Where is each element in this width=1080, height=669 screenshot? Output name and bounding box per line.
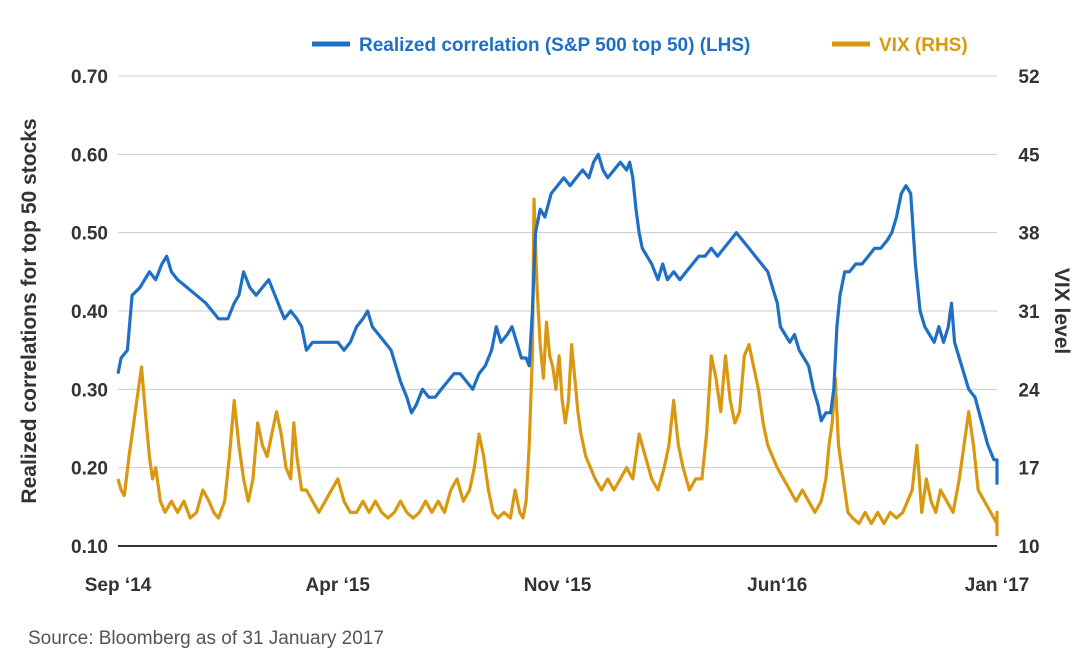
y-tick-right: 38 [1018,224,1039,245]
y-tick-right: 10 [1018,537,1039,558]
legend-label: Realized correlation (S&P 500 top 50) (L… [359,35,750,56]
y-axis-title-left: Realized correlations for top 50 stocks [18,118,41,503]
axes: 0.10 0.20 0.30 0.40 0.50 0.60 0.70 10 17 24 31 38 45… [71,67,1040,596]
y-axis-title-right: VIX level [1050,268,1073,354]
y-tick-left: 0.70 [71,67,108,88]
y-tick-left: 0.30 [71,380,108,401]
y-tick-left: 0.60 [71,145,108,166]
y-tick-right: 52 [1018,67,1039,88]
legend-label: VIX (RHS) [879,35,968,56]
y-tick-left: 0.20 [71,459,108,480]
series-line-correlation [116,152,999,485]
gridlines [118,75,997,547]
x-tick: Jan ‘17 [965,575,1029,596]
x-tick: Sep ‘14 [85,575,152,596]
y-tick-right: 24 [1018,380,1040,401]
series-lines [116,152,999,537]
y-tick-left: 0.50 [71,224,108,245]
legend: Realized correlation (S&P 500 top 50) (L… [312,35,968,56]
y-tick-right: 31 [1018,302,1040,323]
y-tick-right: 45 [1018,145,1040,166]
y-tick-left: 0.10 [71,537,108,558]
series-line-vix [116,197,999,537]
y-tick-right: 17 [1018,459,1039,480]
source-note: Source: Bloomberg as of 31 January 2017 [28,628,384,649]
y-tick-left: 0.40 [71,302,108,323]
x-tick: Apr ‘15 [306,575,371,596]
x-tick: Nov ‘15 [524,575,592,596]
x-tick: Jun‘16 [747,575,807,596]
